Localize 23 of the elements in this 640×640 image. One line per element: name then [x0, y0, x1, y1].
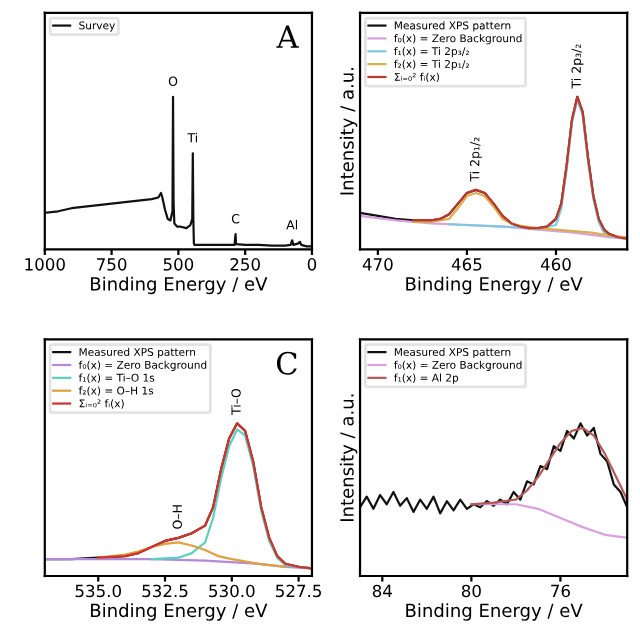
x-tick-label: 535.0 [75, 584, 121, 598]
x-axis-title: Binding Energy / eV [406, 603, 583, 621]
x-tick-label: 470 [362, 258, 393, 271]
x-tick-label: 0 [307, 258, 317, 271]
y-axis-title: Intensity / a.u. [339, 68, 358, 195]
x-axis-title: Binding Energy / eV [91, 276, 268, 295]
x-tick-label: 750 [97, 258, 127, 271]
x-tick-label: 1000 [25, 258, 65, 271]
x-tick-label: 527.5 [276, 584, 321, 598]
x-tick-label: 465 [451, 258, 482, 271]
x-tick-label: 530.0 [209, 584, 255, 598]
x-tick-label: 84 [372, 584, 392, 598]
x-tick-label: 500 [163, 258, 194, 271]
x-tick-label: 250 [230, 258, 260, 271]
text: C [276, 351, 297, 375]
x-axis-title: Binding Energy / eV [406, 276, 583, 295]
x-tick-label: 80 [461, 584, 481, 598]
text: A [276, 25, 299, 48]
x-axis-title: Binding Energy / eV [91, 603, 268, 621]
y-axis-title: Intensity / a.u. [339, 394, 358, 521]
x-tick-label: 76 [551, 584, 570, 598]
x-tick-label: 460 [540, 258, 571, 271]
x-tick-label: 532.5 [142, 584, 188, 598]
